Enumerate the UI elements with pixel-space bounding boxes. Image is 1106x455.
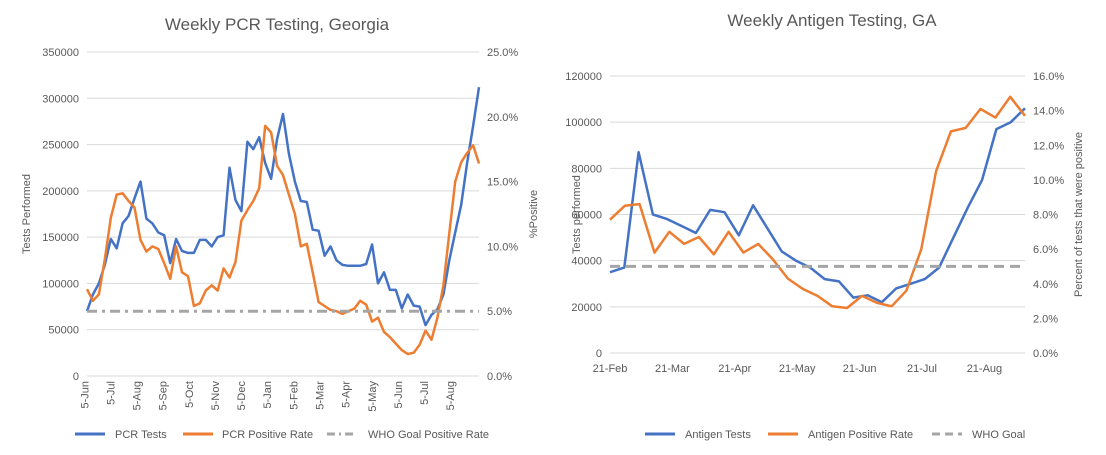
x-tick-label: 5-Mar xyxy=(315,381,327,410)
y-tick-label: 300000 xyxy=(42,93,79,105)
y2-tick-label: 6.0% xyxy=(1033,244,1058,256)
legend-entry: WHO Goal xyxy=(972,429,1025,441)
x-tick-label: 5-Aug xyxy=(445,381,457,410)
x-tick-label: 21-Feb xyxy=(593,363,628,375)
chart-title: Weekly Antigen Testing, GA xyxy=(727,11,937,30)
x-tick-label: 5-Sep xyxy=(158,381,170,410)
y2-tick-label: 5.0% xyxy=(487,306,512,318)
legend-entry: Antigen Positive Rate xyxy=(808,429,913,441)
y2-tick-label: 10.0% xyxy=(1033,175,1064,187)
series-line-0 xyxy=(85,87,481,327)
y-tick-label: 0 xyxy=(596,348,602,360)
y-axis-label: Tests performed xyxy=(571,175,583,254)
legend-entry: WHO Goal Positive Rate xyxy=(368,429,489,441)
x-tick-label: 5-May xyxy=(367,381,379,412)
series-line-1 xyxy=(609,95,1026,310)
y-tick-label: 120000 xyxy=(565,71,602,83)
series-line-0 xyxy=(609,107,1026,304)
x-tick-label: 5-Jun xyxy=(79,381,91,409)
y2-tick-label: 15.0% xyxy=(487,177,518,189)
y2-tick-label: 16.0% xyxy=(1033,71,1064,83)
y-tick-label: 60000 xyxy=(571,210,602,222)
y2-tick-label: 0.0% xyxy=(1033,348,1058,360)
y-tick-label: 150000 xyxy=(42,232,79,244)
y2-axis-label: Percent of tests that were positive xyxy=(1073,132,1085,297)
y-tick-label: 200000 xyxy=(42,186,79,198)
x-tick-label: 5-Jul xyxy=(419,381,431,405)
x-tick-label: 5-Nov xyxy=(210,381,222,411)
x-tick-label: 5-Dec xyxy=(236,381,248,411)
x-tick-label: 21-Jul xyxy=(907,363,937,375)
y-axis-label: Tests Performed xyxy=(21,174,33,254)
y-tick-label: 100000 xyxy=(42,278,79,290)
x-tick-label: 5-Feb xyxy=(288,381,300,410)
y2-tick-label: 4.0% xyxy=(1033,279,1058,291)
y2-tick-label: 25.0% xyxy=(487,47,518,59)
y2-tick-label: 2.0% xyxy=(1033,313,1058,325)
y2-axis-label: %Positive xyxy=(528,190,540,238)
legend-entry: PCR Positive Rate xyxy=(222,429,313,441)
x-tick-label: 21-Jun xyxy=(843,363,877,375)
y-tick-label: 40000 xyxy=(571,256,602,268)
y-tick-label: 100000 xyxy=(565,117,602,129)
x-tick-label: 5-Jan xyxy=(262,381,274,409)
x-tick-label: 5-Jun xyxy=(393,381,405,409)
series-line-1 xyxy=(85,124,481,356)
x-tick-label: 21-Apr xyxy=(718,363,751,375)
y2-tick-label: 12.0% xyxy=(1033,140,1064,152)
x-tick-label: 21-Mar xyxy=(655,363,690,375)
legend-entry: Antigen Tests xyxy=(685,429,751,441)
y2-tick-label: 0.0% xyxy=(487,371,512,383)
y2-tick-label: 14.0% xyxy=(1033,106,1064,118)
x-tick-label: 21-May xyxy=(779,363,816,375)
chart-title: Weekly PCR Testing, Georgia xyxy=(165,15,390,34)
y-tick-label: 50000 xyxy=(48,325,79,337)
x-tick-label: 21-Aug xyxy=(967,363,1002,375)
y-tick-label: 250000 xyxy=(42,140,79,152)
x-tick-label: 5-Oct xyxy=(184,381,196,408)
x-tick-label: 5-Jul xyxy=(105,381,117,405)
y-tick-label: 0 xyxy=(73,371,79,383)
y-tick-label: 350000 xyxy=(42,47,79,59)
y2-tick-label: 20.0% xyxy=(487,112,518,124)
x-tick-label: 5-Apr xyxy=(341,381,353,408)
y2-tick-label: 8.0% xyxy=(1033,210,1058,222)
x-tick-label: 5-Aug xyxy=(132,381,144,410)
y2-tick-label: 10.0% xyxy=(487,241,518,253)
y-tick-label: 20000 xyxy=(571,302,602,314)
legend-entry: PCR Tests xyxy=(115,429,167,441)
y-tick-label: 80000 xyxy=(571,163,602,175)
